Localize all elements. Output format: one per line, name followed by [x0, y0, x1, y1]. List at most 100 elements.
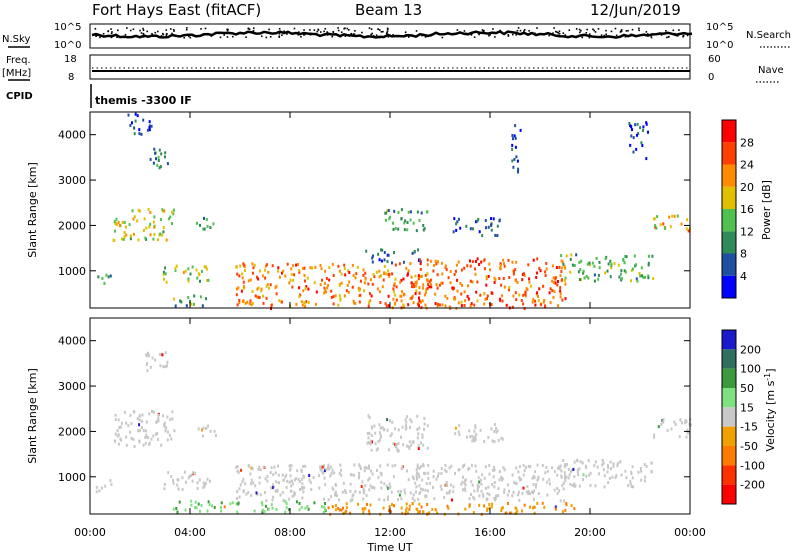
velocity-cell [467, 467, 470, 471]
power-cell [641, 144, 644, 147]
power-cell [379, 301, 382, 304]
velocity-cell [603, 485, 606, 489]
power-cell [447, 276, 450, 280]
power-cell [332, 302, 335, 306]
power-cell [378, 290, 381, 294]
velocity-cell [500, 475, 503, 479]
power-cell [313, 281, 316, 285]
cpid-text: themis -3300 IF [95, 94, 192, 107]
power-cell [321, 278, 323, 282]
velocity-cell [395, 443, 398, 447]
freq-tick-top: 18 [64, 54, 77, 65]
velocity-cell [157, 413, 160, 417]
noise-search-dot [489, 33, 491, 36]
velocity-cell [614, 475, 617, 479]
power-cell [662, 222, 665, 226]
power-cell [676, 214, 679, 218]
power-cell [444, 264, 447, 268]
velocity-cell [156, 432, 159, 435]
power-cell [624, 255, 627, 258]
power-cell [501, 299, 504, 303]
velocity-cell [145, 429, 147, 433]
velocity-cell [531, 506, 534, 510]
power-cell [528, 280, 531, 284]
noise-search-dot [223, 34, 225, 36]
velocity-cell [190, 473, 193, 477]
power-cell [552, 280, 555, 284]
power-cell [148, 128, 151, 132]
velocity-cell [405, 424, 407, 428]
velocity-cell [168, 433, 171, 437]
power-cell [426, 287, 429, 290]
noise-search-dot [593, 29, 595, 32]
velocity-cell [181, 476, 184, 480]
velocity-cell [322, 471, 325, 475]
velocity-cell [338, 498, 341, 502]
velocity-cell [109, 479, 112, 483]
velocity-cell [253, 509, 256, 513]
power-cell [514, 279, 517, 283]
power-cell [304, 287, 307, 290]
velocity-cell [578, 484, 581, 488]
noise-search-dot [300, 35, 302, 38]
power-cell [559, 292, 562, 296]
velocity-cell [415, 485, 418, 489]
power-cell [423, 227, 426, 231]
velocity-cell [379, 464, 382, 468]
power-cell [237, 286, 240, 290]
power-cell [149, 233, 152, 237]
velocity-cell [421, 478, 424, 482]
power-cell [613, 262, 616, 265]
velocity-cell [390, 490, 393, 494]
velocity-cell [510, 511, 513, 515]
power-cell [542, 300, 545, 304]
power-cell [456, 263, 458, 267]
velocity-cell [624, 469, 627, 473]
velocity-cell [480, 482, 483, 486]
noise-search-dot [507, 35, 510, 37]
power-cell [435, 262, 438, 266]
power-cell [371, 282, 374, 286]
velocity-cell [516, 509, 519, 513]
noise-search-dot [552, 32, 554, 34]
noise-tick-left-bottom: 10^0 [54, 40, 81, 51]
velocity-cell [229, 502, 232, 506]
y-tick-label: 3000 [58, 174, 86, 187]
noise-search-dot [523, 30, 525, 32]
power-cell [165, 238, 168, 242]
noise-search-dot [600, 34, 603, 37]
power-cell [438, 283, 441, 287]
velocity-cell [187, 476, 190, 480]
velocity-cell [298, 480, 301, 483]
power-cell [295, 263, 298, 267]
noise-search-dot [473, 36, 476, 38]
velocity-cell [285, 502, 288, 505]
velocity-cell [542, 477, 545, 481]
velocity-cell [250, 466, 253, 470]
velocity-cell [533, 489, 536, 493]
velocity-cell [274, 480, 277, 484]
velocity-cell [425, 482, 428, 485]
power-colorbar-segment [722, 186, 736, 209]
velocity-cell [145, 435, 148, 439]
velocity-cell [213, 506, 216, 509]
velocity-cell [457, 430, 460, 434]
velocity-cell [433, 497, 436, 501]
power-cell [582, 271, 585, 275]
power-cell [538, 267, 541, 270]
power-cell [635, 277, 638, 281]
power-cell [109, 274, 112, 278]
power-cell [404, 219, 407, 223]
velocity-cell [175, 507, 178, 510]
power-cell [419, 258, 421, 262]
power-cell [277, 269, 280, 273]
noise-search-dot [344, 35, 347, 38]
velocity-cell [374, 431, 377, 435]
velocity-cell [191, 471, 194, 475]
power-cell [500, 283, 503, 287]
velocity-cell [238, 495, 241, 499]
velocity-cell [462, 475, 464, 479]
power-cell [148, 124, 151, 128]
velocity-cell [277, 473, 280, 477]
velocity-cell [178, 500, 181, 504]
